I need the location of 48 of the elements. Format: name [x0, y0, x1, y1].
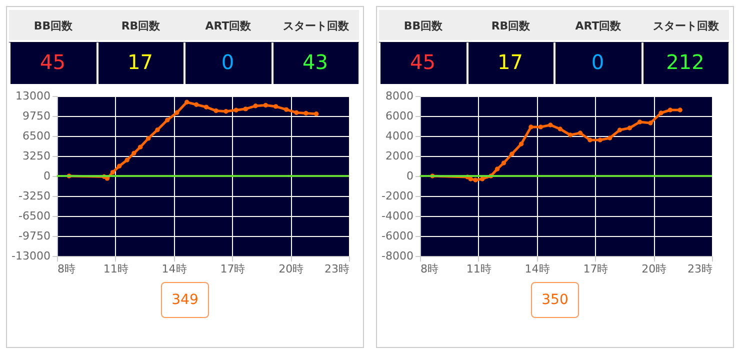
y-tick-label: 8000: [386, 90, 414, 102]
category-label: RB回数: [491, 20, 532, 32]
y-tick-label: 0: [406, 170, 414, 182]
y-tick-label: -9750: [18, 230, 50, 242]
x-tick-label: 11時: [466, 262, 492, 276]
data-label: 45: [40, 50, 66, 74]
y-tick-label: -2000: [382, 190, 414, 202]
category-label: スタート回数: [282, 20, 350, 32]
category-label: RB回数: [121, 20, 162, 32]
category-label: BB回数: [34, 20, 74, 32]
text: 350: [530, 282, 580, 318]
data-label: 0: [591, 50, 604, 74]
y-tick-label: -4000: [382, 210, 414, 222]
category-label: BB回数: [404, 20, 444, 32]
x-tick-label: 23時: [688, 262, 712, 276]
x-tick-label: 23時: [324, 262, 350, 276]
x-tick-label: 17時: [220, 262, 246, 276]
y-tick-label: 13000: [16, 90, 50, 102]
text: 349: [160, 282, 210, 318]
data-label: 45: [410, 50, 436, 74]
category-label: スタート回数: [652, 20, 720, 32]
y-tick-label: -8000: [382, 250, 414, 262]
data-label: 0: [221, 50, 234, 74]
x-tick-label: 8時: [420, 262, 438, 276]
x-tick-label: 14時: [524, 262, 550, 276]
x-tick-label: 17時: [583, 262, 608, 276]
y-tick-label: -6000: [382, 230, 414, 242]
y-tick-label: -6500: [18, 210, 50, 222]
category-label: ART回数: [575, 20, 622, 32]
y-tick-label: 4000: [386, 130, 414, 142]
y-tick-label: 9750: [22, 110, 50, 122]
y-tick-label: 2000: [386, 150, 414, 162]
x-tick-label: 20時: [278, 262, 304, 276]
y-tick-label: 6000: [386, 110, 414, 122]
x-tick-label: 11時: [103, 262, 128, 276]
y-tick-label: -3250: [18, 190, 50, 202]
y-tick-label: 3250: [22, 150, 50, 162]
x-tick-label: 14時: [162, 262, 187, 276]
data-label: 43: [302, 50, 328, 74]
y-tick-label: 6500: [22, 130, 50, 142]
y-tick-label: -13000: [12, 250, 50, 262]
x-tick-label: 8時: [58, 262, 76, 276]
data-label: 17: [128, 50, 153, 74]
category-label: ART回数: [205, 20, 252, 32]
x-tick-label: 20時: [642, 262, 667, 276]
y-tick-label: 0: [44, 170, 50, 182]
data-label: 212: [666, 50, 704, 74]
data-label: 17: [498, 50, 523, 74]
